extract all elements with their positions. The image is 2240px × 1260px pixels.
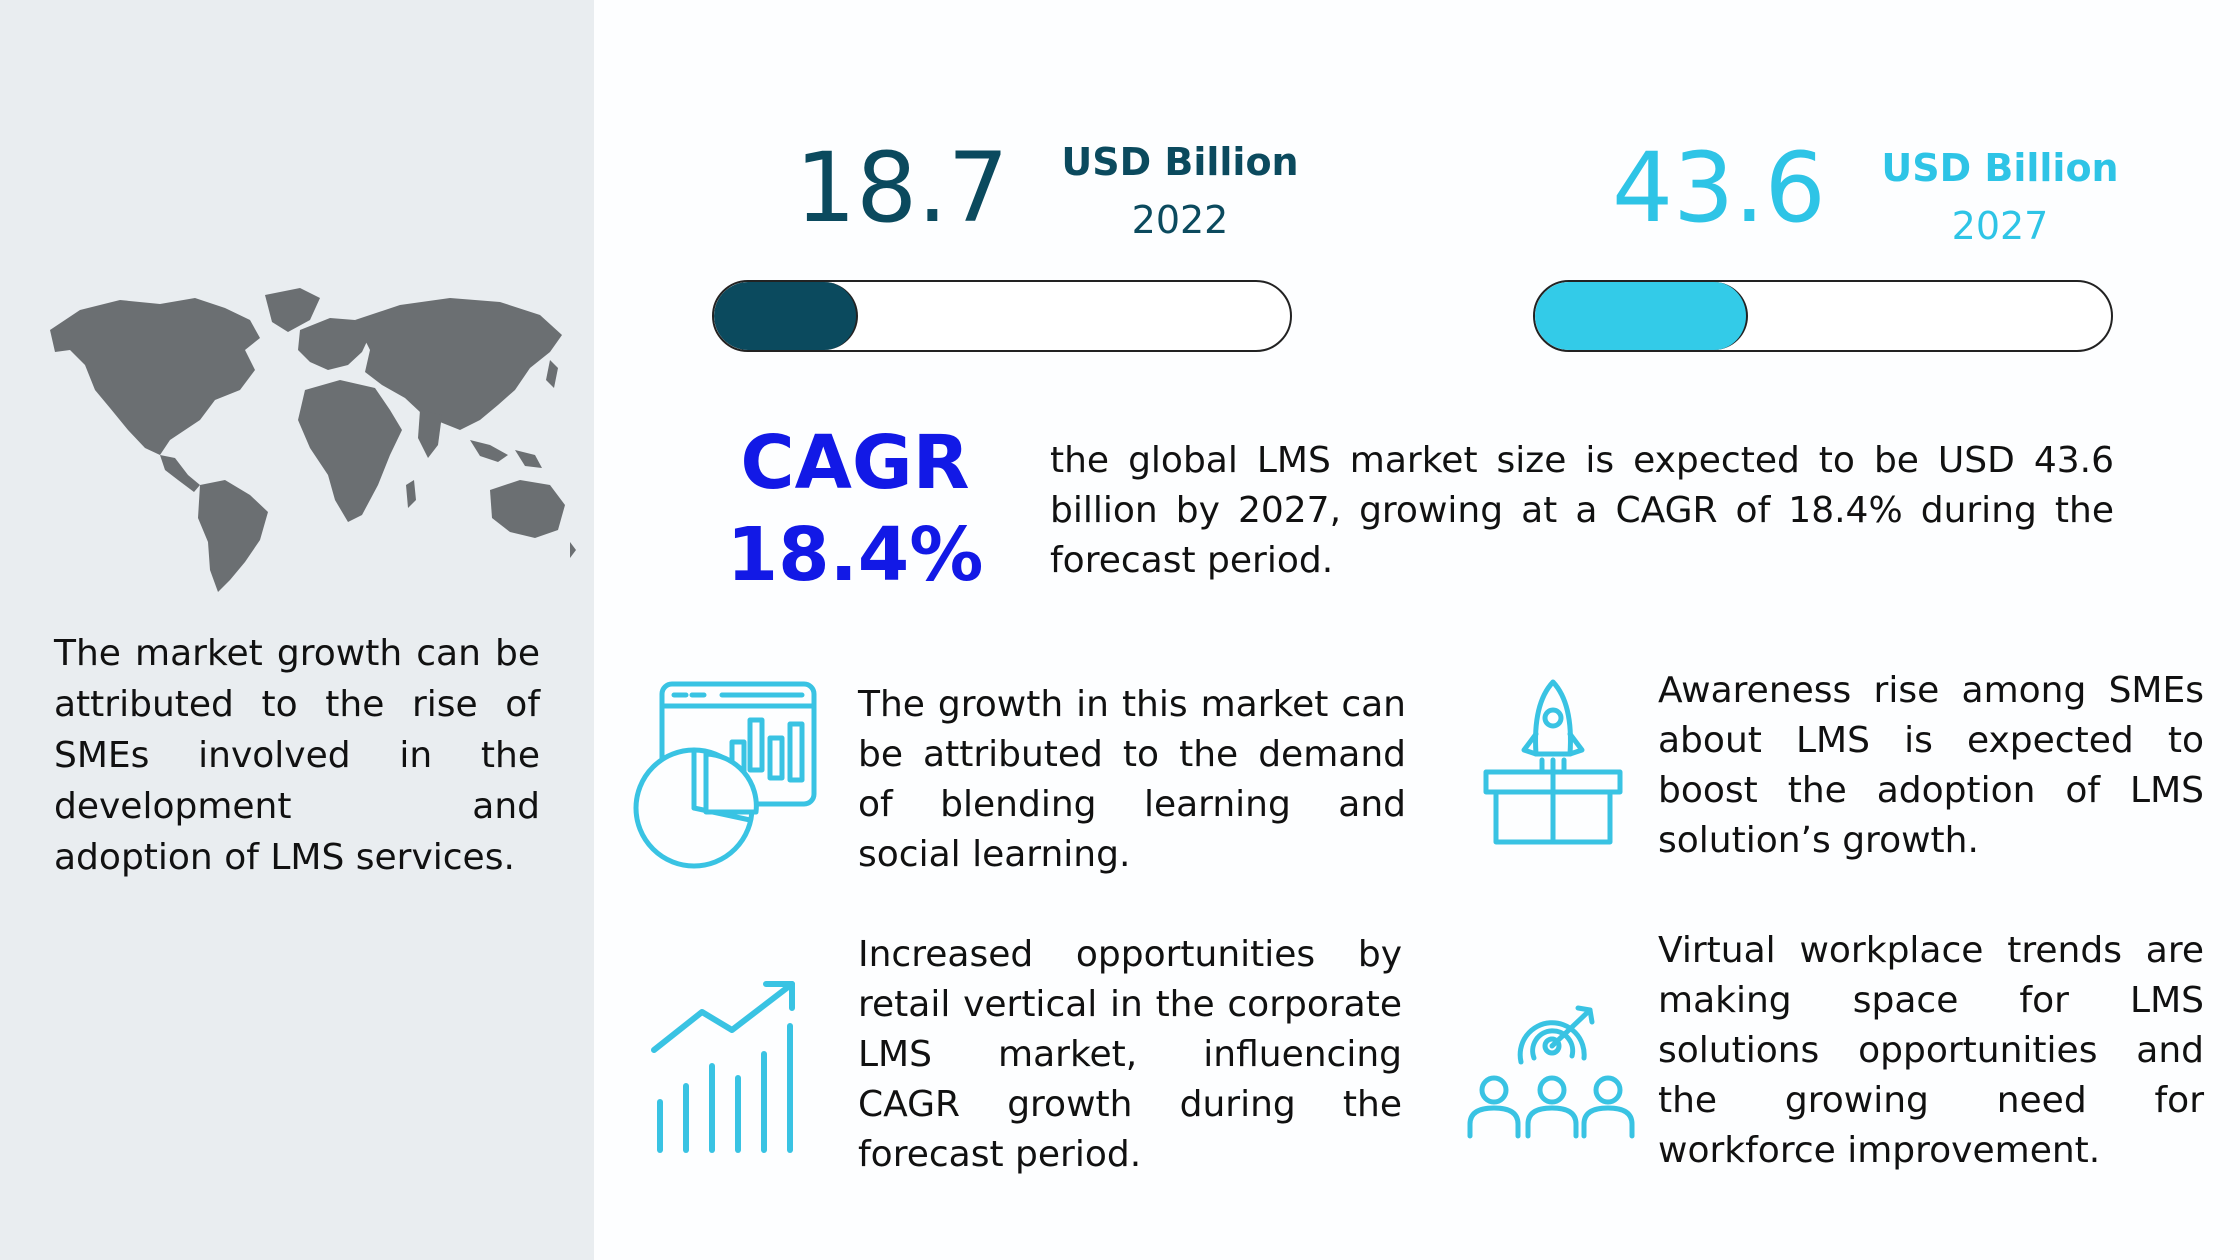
left-panel: The market growth can be attributed to t… [0,0,594,1260]
progress-bar-fill [1535,282,1749,350]
left-description: The market growth can be attributed to t… [54,633,540,878]
world-map-icon [50,288,576,592]
growth-bar-chart-icon [651,981,795,1153]
cagr-label: CAGR [740,420,970,506]
progress-bar-fill [714,282,858,350]
rocket-launch-box-icon [1483,679,1623,845]
stat-value: 43.6 [1612,132,1826,244]
stat-unit: USD Billion [1061,140,1299,184]
progress-bar [1533,280,2113,352]
stat-year: 2027 [1951,204,2049,248]
cagr-summary: the global LMS market size is expected t… [1050,440,2114,581]
stat-value: 18.7 [795,132,1009,244]
card-text-demand: The growth in this market can be attribu… [858,684,1406,875]
card-text-awareness: Awareness rise among SMEs about LMS is e… [1658,670,2204,861]
analytics-dashboard-icon [633,681,817,869]
team-target-icon [1467,1005,1635,1139]
progress-bar [712,280,1292,352]
card-text-virtual-workplace: Virtual workplace trends are making spac… [1658,930,2204,1171]
stat-year: 2022 [1131,198,1229,242]
cagr-value: 18.4% [726,512,984,598]
card-text-retail: Increased opportunities by retail vertic… [858,934,1402,1175]
stat-unit: USD Billion [1881,146,2119,190]
